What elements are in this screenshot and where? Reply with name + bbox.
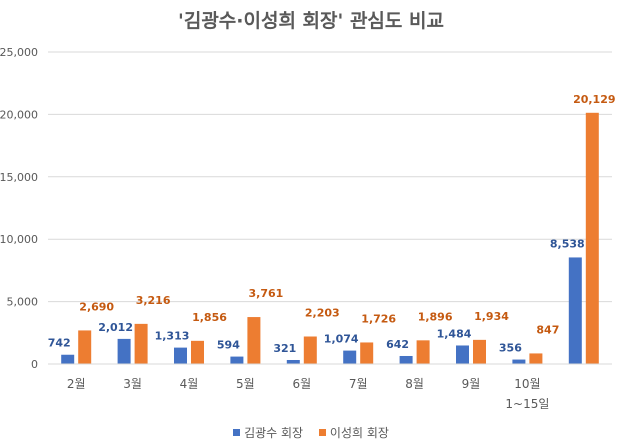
- data-label: 8,538: [550, 237, 585, 250]
- y-tick-label: 25,000: [0, 46, 38, 59]
- data-label: 2,012: [98, 321, 133, 334]
- x-tick-label: 2월: [67, 377, 86, 391]
- x-tick-label: 4월: [180, 377, 199, 391]
- data-label: 3,216: [136, 294, 171, 307]
- data-label: 321: [273, 342, 296, 355]
- data-label: 1,074: [324, 333, 359, 346]
- bar: [191, 340, 204, 364]
- chart-title: '김광수·이성희 회장' 관심도 비교: [178, 10, 444, 32]
- bar: [456, 345, 469, 364]
- data-label: 742: [48, 337, 71, 350]
- y-tick-label: 10,000: [0, 233, 38, 246]
- bar: [134, 323, 148, 364]
- y-tick-label: 5,000: [7, 296, 39, 309]
- data-label: 642: [386, 338, 409, 351]
- legend-item-series-2: 이성희 회장: [318, 424, 389, 441]
- bar: [473, 339, 486, 364]
- bar: [117, 338, 131, 364]
- legend-label: 이성희 회장: [329, 426, 389, 440]
- bar: [174, 347, 187, 364]
- y-tick-label: 15,000: [0, 171, 38, 184]
- x-tick-label: 10월: [514, 377, 540, 391]
- data-label: 1,484: [437, 327, 472, 340]
- legend: 김광수 회장 이성희 회장: [0, 424, 622, 441]
- x-tick-label: 9월: [462, 377, 481, 391]
- bar: [286, 359, 300, 364]
- bar: [568, 257, 582, 364]
- data-label: 1,856: [192, 311, 227, 324]
- data-label: 1,934: [474, 310, 509, 323]
- bar: [247, 317, 261, 364]
- x-tick-label: 5월: [236, 377, 255, 391]
- bar: [399, 355, 413, 364]
- bar: [230, 356, 244, 364]
- bar: [512, 359, 526, 364]
- data-label: 1,896: [418, 310, 453, 323]
- x-tick-label: 1~15일: [505, 397, 549, 411]
- legend-label: 김광수 회장: [244, 426, 304, 440]
- legend-swatch: [318, 429, 326, 436]
- data-label: 1,313: [155, 330, 190, 343]
- bar: [529, 353, 543, 364]
- data-label: 2,203: [305, 307, 340, 320]
- data-label: 1,726: [361, 312, 396, 325]
- bar: [61, 354, 75, 364]
- bar: [343, 350, 357, 364]
- bar: [585, 112, 599, 365]
- data-label: 356: [499, 342, 522, 355]
- x-tick-label: 6월: [292, 377, 311, 391]
- y-tick-label: 20,000: [0, 108, 38, 121]
- data-label: 2,690: [79, 300, 114, 313]
- data-label: 594: [217, 339, 240, 352]
- data-label: 20,129: [573, 93, 615, 106]
- bar: [416, 340, 430, 364]
- legend-item-series-1: 김광수 회장: [233, 424, 303, 441]
- bar: [78, 330, 92, 364]
- data-label: 3,761: [249, 287, 284, 300]
- bar: [360, 342, 374, 364]
- bar: [303, 336, 317, 364]
- x-tick-label: 3월: [123, 377, 142, 391]
- legend-swatch: [233, 429, 241, 436]
- x-tick-label: 7월: [349, 377, 368, 391]
- y-tick-label: 0: [31, 358, 38, 371]
- x-tick-label: 8월: [405, 377, 424, 391]
- data-label: 847: [536, 323, 559, 336]
